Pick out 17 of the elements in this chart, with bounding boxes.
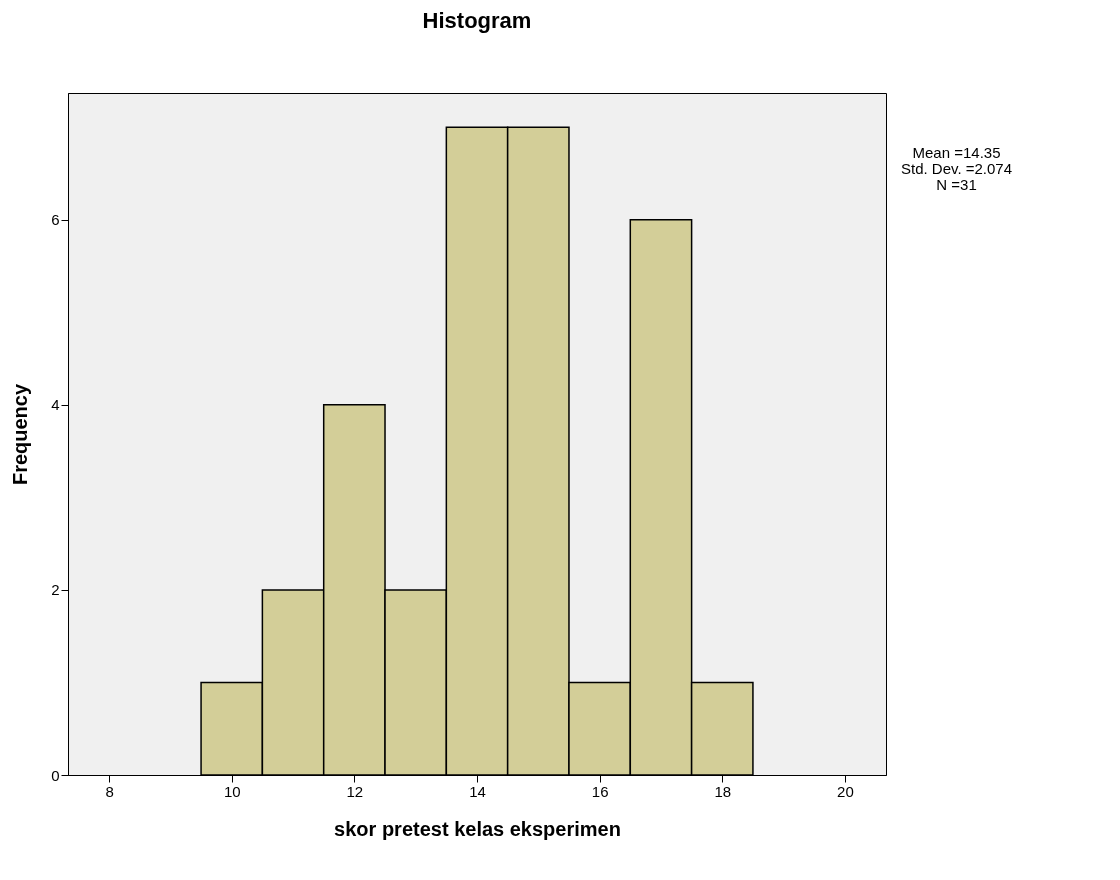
y-tick-label: 0 <box>51 766 60 784</box>
x-tick-label: 14 <box>469 782 486 800</box>
chart-title: Histogram <box>422 8 532 33</box>
x-tick-label: 18 <box>714 782 732 800</box>
x-tick-label: 16 <box>591 782 609 800</box>
text: Mean =14.35 <box>911 144 1002 161</box>
y-tick-label: 2 <box>51 581 60 599</box>
text: Std. Dev. =2.074 <box>901 160 1013 177</box>
x-axis-title: skor pretest kelas eksperimen <box>334 817 621 840</box>
y-tick-label: 4 <box>51 396 60 414</box>
x-tick-label: 8 <box>105 782 114 800</box>
text: N =31 <box>935 176 978 193</box>
y-tick-label: 6 <box>51 211 60 229</box>
x-tick-label: 10 <box>223 782 241 800</box>
x-tick-label: 12 <box>346 782 364 800</box>
x-tick-label: 20 <box>837 782 854 800</box>
y-axis-title: Frequency <box>9 383 32 486</box>
